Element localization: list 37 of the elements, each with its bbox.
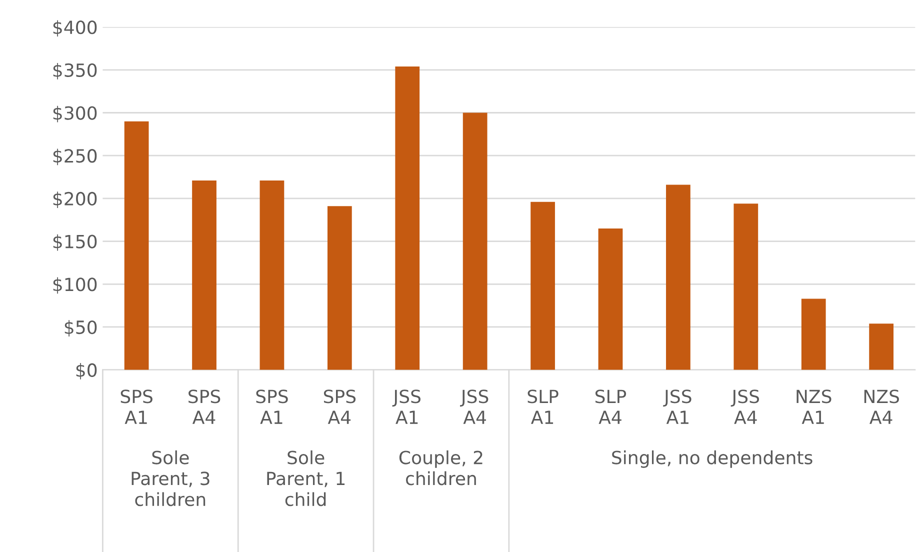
x-tick-label: SPS A1 — [256, 390, 288, 424]
x-tick-label: NZS A1 — [796, 390, 832, 424]
y-tick-label: $200 — [53, 192, 97, 208]
y-tick-label: $350 — [53, 63, 97, 80]
bar — [462, 112, 488, 370]
bar — [666, 184, 690, 370]
bar — [734, 204, 758, 370]
x-tick-label: NZS A4 — [864, 390, 899, 424]
bar — [530, 202, 555, 370]
x-tick-label: JSS A1 — [392, 390, 420, 424]
y-tick-label: $300 — [53, 106, 97, 122]
y-tick-label: $0 — [76, 362, 97, 380]
x-tick-label: SPS A4 — [324, 390, 356, 424]
bar — [801, 298, 826, 370]
text: Couple, 2 children — [399, 450, 482, 486]
text: Sole Parent, 1 child — [267, 450, 345, 506]
x-tick-label: SPS A4 — [188, 390, 220, 424]
bar — [192, 180, 216, 370]
text: Single, no dependents — [612, 450, 812, 468]
x-tick-label: SLP A4 — [595, 390, 626, 424]
x-tick-label: JSS A4 — [730, 390, 760, 424]
y-tick-label: $250 — [53, 148, 97, 166]
x-tick-label: SPS A1 — [120, 390, 152, 424]
y-tick-label: $100 — [53, 277, 97, 294]
y-tick-label: $150 — [53, 234, 97, 251]
x-tick-label: JSS A4 — [460, 390, 488, 424]
bar — [327, 206, 352, 370]
bar — [260, 180, 284, 370]
bar — [598, 228, 623, 370]
bar — [869, 324, 894, 370]
text: Sole Parent, 3 children — [132, 450, 210, 506]
x-tick-label: JSS A1 — [663, 390, 692, 424]
bar — [395, 66, 420, 370]
y-tick-label: $400 — [53, 20, 97, 37]
y-tick-label: $50 — [64, 320, 97, 337]
x-tick-label: SLP A1 — [528, 390, 558, 424]
bar — [124, 121, 149, 370]
